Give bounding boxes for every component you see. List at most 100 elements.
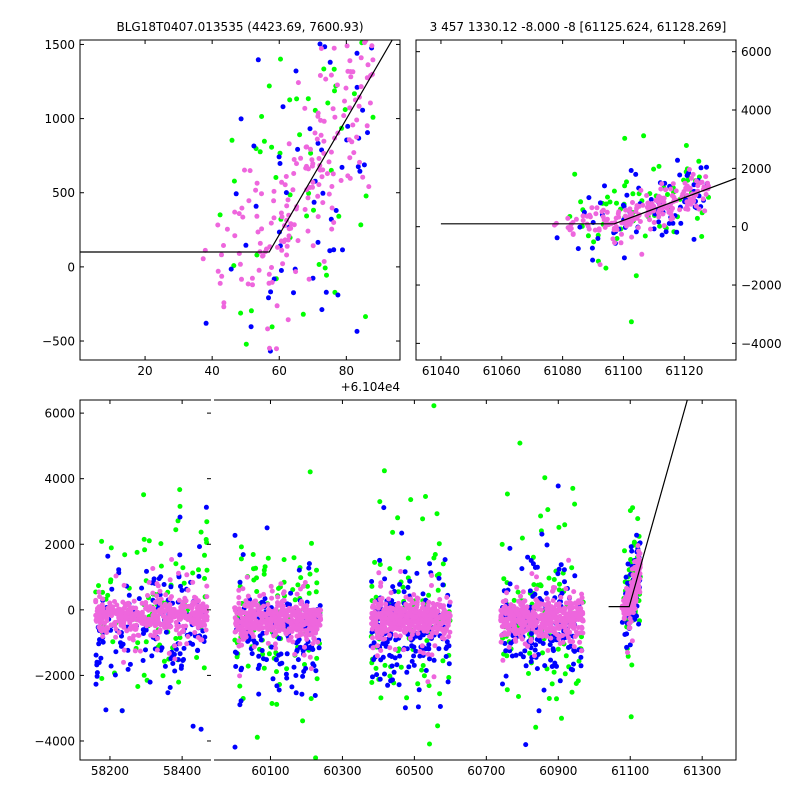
data-point-pink <box>236 211 242 217</box>
data-point-pink <box>121 647 127 653</box>
data-point-green <box>108 545 114 551</box>
data-point-blue <box>280 104 286 110</box>
data-point-pink <box>378 648 384 653</box>
data-point-pink <box>593 211 599 217</box>
data-point-green <box>143 639 149 645</box>
data-point-pink <box>625 650 630 655</box>
data-point-pink <box>166 620 172 626</box>
data-point-pink <box>630 610 636 616</box>
data-point-blue <box>323 289 329 295</box>
data-point-pink <box>329 226 335 232</box>
data-point-pink <box>150 590 156 596</box>
data-point-blue <box>704 164 709 170</box>
data-point-blue <box>256 653 262 659</box>
data-point-pink <box>559 623 565 628</box>
data-point-green <box>696 158 702 164</box>
data-point-pink <box>659 181 665 187</box>
data-point-green <box>316 262 322 267</box>
data-point-pink <box>572 634 578 639</box>
y-tick-label: 2000 <box>741 162 772 176</box>
data-point-pink <box>285 197 291 203</box>
data-point-green <box>158 563 164 569</box>
data-point-pink <box>393 633 399 639</box>
data-point-blue <box>144 568 149 574</box>
data-point-green <box>181 580 187 586</box>
data-point-pink <box>254 213 260 219</box>
data-point-pink <box>577 605 583 611</box>
data-point-green <box>549 681 555 687</box>
data-point-pink <box>272 641 278 647</box>
data-point-pink <box>371 604 377 610</box>
data-point-green <box>287 97 293 103</box>
data-point-pink <box>638 187 644 193</box>
data-point-blue <box>261 656 266 662</box>
data-point-pink <box>253 598 259 604</box>
data-point-green <box>517 440 523 446</box>
data-point-pink <box>257 593 263 599</box>
data-point-blue <box>623 574 629 580</box>
data-point-pink <box>270 611 276 617</box>
data-point-pink <box>152 613 158 619</box>
data-point-pink <box>275 594 281 600</box>
data-point-blue <box>406 664 412 670</box>
data-point-pink <box>441 620 447 625</box>
data-point-green <box>298 575 304 581</box>
data-point-pink <box>513 609 519 614</box>
data-point-green <box>251 577 257 583</box>
data-point-blue <box>276 154 282 160</box>
data-point-green <box>300 718 306 724</box>
y-tick-label: 4000 <box>44 472 75 486</box>
data-point-blue <box>327 59 333 65</box>
data-point-pink <box>204 604 210 610</box>
data-point-pink <box>240 214 246 220</box>
data-point-pink <box>698 180 704 186</box>
data-point-pink <box>542 602 548 608</box>
data-point-pink <box>242 167 247 173</box>
data-point-pink <box>161 608 167 614</box>
data-point-pink <box>689 175 694 181</box>
data-point-pink <box>407 635 413 641</box>
data-point-pink <box>677 207 683 213</box>
data-point-blue <box>299 691 305 697</box>
data-point-pink <box>305 228 311 234</box>
data-point-pink <box>430 612 436 618</box>
data-point-pink <box>145 619 151 625</box>
data-point-blue <box>178 583 183 589</box>
data-point-blue <box>542 663 548 669</box>
data-point-blue <box>509 653 515 659</box>
data-point-pink <box>557 641 563 646</box>
axes-frame <box>415 39 737 361</box>
data-point-pink <box>342 98 347 104</box>
data-point-green <box>563 653 569 659</box>
x-tick-label: 58400 <box>163 764 201 778</box>
data-point-pink <box>668 216 674 222</box>
data-point-blue <box>156 576 162 582</box>
data-point-pink <box>684 199 690 205</box>
data-point-pink <box>673 188 679 194</box>
data-point-pink <box>328 149 334 155</box>
data-point-green <box>614 236 620 241</box>
data-point-pink <box>308 146 313 152</box>
data-point-pink <box>566 604 572 610</box>
data-point-green <box>243 341 249 347</box>
data-point-blue <box>401 589 407 595</box>
data-point-pink <box>432 605 438 611</box>
data-point-blue <box>98 655 104 661</box>
data-point-blue <box>558 562 564 568</box>
data-point-pink <box>240 628 246 634</box>
data-point-blue <box>96 641 102 647</box>
data-point-pink <box>161 613 167 619</box>
data-point-pink <box>302 644 307 650</box>
data-point-blue <box>436 646 442 652</box>
data-point-green <box>426 592 432 598</box>
data-point-blue <box>283 190 289 196</box>
data-point-blue <box>311 199 317 205</box>
data-point-blue <box>240 552 246 558</box>
axes-frame <box>79 399 211 761</box>
data-point-green <box>559 715 564 721</box>
data-point-green <box>557 581 562 587</box>
data-point-pink <box>299 599 304 604</box>
data-point-pink <box>163 592 169 598</box>
data-point-pink <box>279 179 285 185</box>
data-point-pink <box>302 207 308 212</box>
